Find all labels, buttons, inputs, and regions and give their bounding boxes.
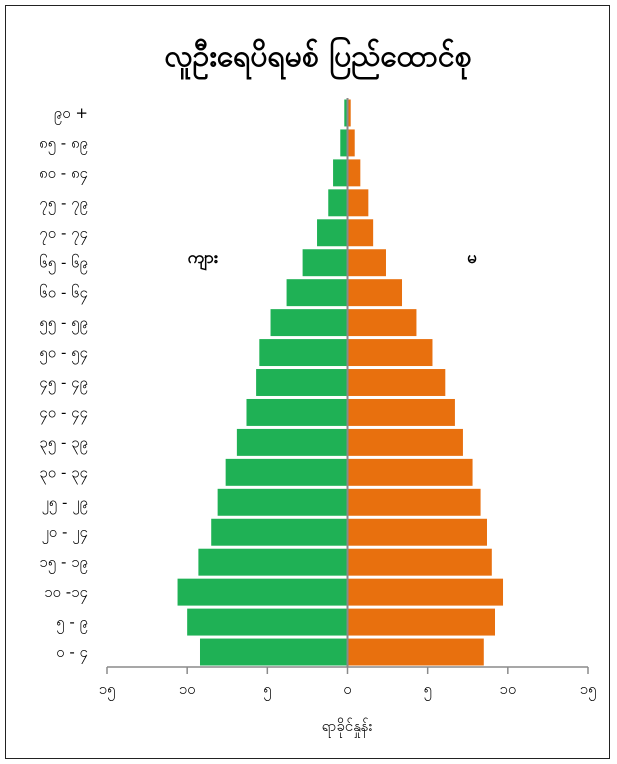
bar-male-5 [217,488,348,516]
female-bars [347,99,504,666]
x-tick-label-1: ၁၀ [179,680,196,698]
bar-female-18 [347,99,351,127]
y-tick-label-0: ၀ - ၄ [56,643,88,664]
x-tick-label-3: ၀ [343,680,351,698]
y-tick-label-13: ၆၅ - ၆၉ [39,254,88,275]
bar-female-13 [347,249,386,277]
bar-male-15 [328,189,348,217]
bar-male-13 [302,249,348,277]
bar-male-17 [340,129,348,157]
y-tick-label-8: ၄၀ - ၄၄ [39,403,88,424]
bar-female-16 [347,159,361,187]
x-tick-label-2: ၅ [263,680,271,701]
bar-female-17 [347,129,355,157]
x-tick-labels: ၁၅ ၁၀ ၅ ၀ ၅ ၁၀ ၁၅ [99,680,597,701]
bar-male-0 [199,638,348,666]
x-tick-label-4: ၅ [423,680,431,701]
y-tick-label-4: ၂၀ - ၂၄ [41,523,88,544]
bar-male-18 [344,99,348,127]
bar-male-14 [317,219,348,247]
y-tick-label-5: ၂၅ - ၂၉ [41,493,88,514]
y-tick-labels: ၀ - ၄ ၅ - ၉ ၁၀ -၁၄ ၁၅ - ၁၉ ၂၀ - ၂၄ ၂၅ - ၂၉ ၃၀ … [39,104,88,664]
y-tick-label-7: ၃၅ - ၃၉ [39,433,88,454]
bar-female-1 [347,608,496,636]
bar-female-0 [347,638,484,666]
x-tick-label-5: ၁၀ [499,680,516,698]
y-tick-label-16: ၈၀ - ၈၄ [39,164,88,185]
axes [106,98,589,674]
bar-female-12 [347,279,403,307]
y-tick-label-9: ၄၅ - ၄၉ [39,374,88,395]
x-tick-label-0: ၁၅ [99,680,116,701]
chart-title: လူဦးရေပိရမစ် ပြည်ထောင်စု [165,36,472,81]
bar-female-2 [347,578,504,606]
bar-male-8 [246,398,348,426]
bar-male-12 [286,279,348,307]
x-tick-label-6: ၁၅ [580,680,597,701]
bar-female-3 [347,548,492,576]
bar-male-2 [177,578,348,606]
bar-female-10 [347,339,433,367]
bar-female-5 [347,488,481,516]
bar-female-15 [347,189,369,217]
bar-female-14 [347,219,374,247]
series-label-female: မ [467,248,477,268]
bar-male-10 [259,339,348,367]
bar-female-6 [347,458,473,486]
bar-male-4 [211,518,348,546]
bar-male-11 [270,309,348,337]
bar-male-3 [198,548,348,576]
bar-female-11 [347,309,417,337]
bar-female-7 [347,428,463,456]
series-label-male: ကျား [188,248,219,272]
bar-male-9 [256,369,348,396]
x-axis-label: ရာခိုင်နှုန်း [322,717,373,738]
y-tick-label-15: ၇၅ - ၇၉ [39,194,88,215]
y-tick-label-10: ၅၀ - ၅၄ [39,344,88,365]
bar-male-1 [187,608,348,636]
bar-female-4 [347,518,487,546]
y-tick-label-17: ၈၅ - ၈၉ [39,134,88,155]
y-tick-label-1: ၅ - ၉ [56,613,88,634]
y-tick-label-3: ၁၅ - ၁၉ [39,553,88,574]
bar-male-16 [333,159,348,187]
y-tick-label-6: ၃၀ - ၃၄ [39,463,88,484]
y-tick-label-11: ၅၅ - ၅၉ [39,314,88,335]
bar-male-6 [225,458,348,486]
y-tick-label-14: ၇၀ - ၇၄ [39,224,88,245]
bar-female-8 [347,398,455,426]
y-tick-label-12: ၆၀ - ၆၄ [39,284,88,305]
male-bars [177,99,348,666]
bar-female-9 [347,369,446,396]
y-tick-label-2: ၁၀ -၁၄ [44,583,88,604]
bar-male-7 [236,428,348,456]
y-tick-label-18: ၉၀ + [54,104,88,125]
